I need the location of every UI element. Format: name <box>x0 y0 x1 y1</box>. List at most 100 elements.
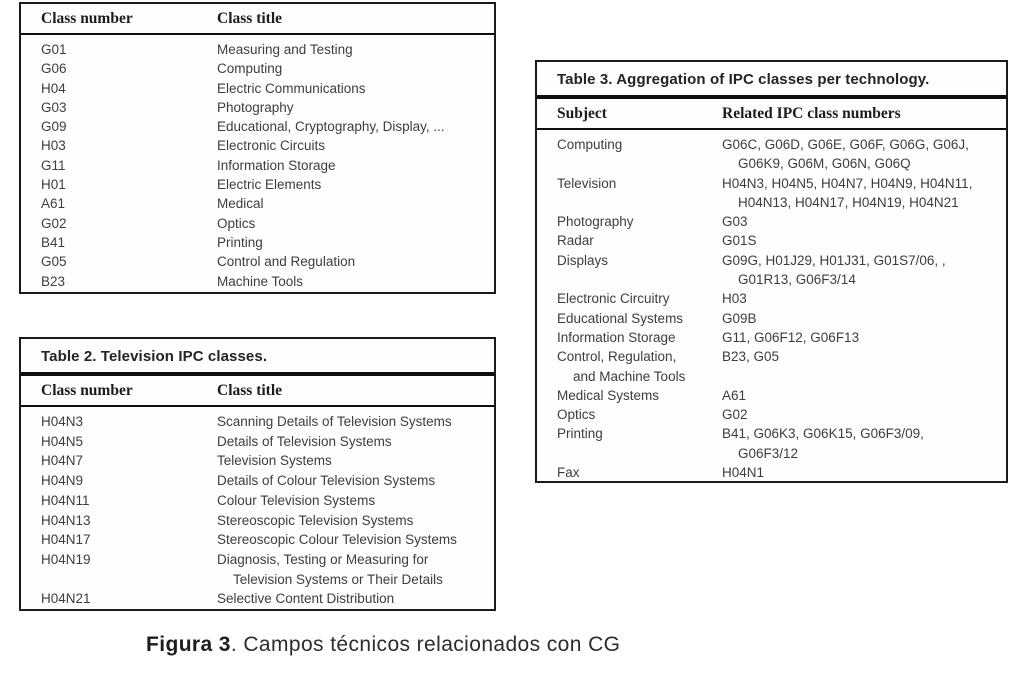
class-number-cell: H03 <box>41 138 66 154</box>
class-title-cell: Electronic Circuits <box>217 138 326 154</box>
class-title-cell: Stereoscopic Television Systems <box>217 512 414 528</box>
subject-cell: Television <box>557 175 617 191</box>
ipc-codes-cell: G09G, H01J29, H01J31, G01S7/06, , G01R13,… <box>722 252 946 288</box>
table-row: H04N17 Stereoscopic Colour Television Sys… <box>41 530 494 550</box>
subject-cell: Fax <box>557 465 580 481</box>
table-row: H04N21 Selective Content Distribution <box>41 589 494 609</box>
column-header-subject: Subject <box>557 105 607 122</box>
table-row: B41 Printing <box>41 233 494 252</box>
class-number-cell: H04N17 <box>41 532 91 548</box>
table-row: B23 Machine Tools <box>41 272 494 291</box>
table-aggregation-per-technology: Table 3. Aggregation of IPC classes per … <box>535 60 1008 483</box>
ipc-codes-cell: G11, G06F12, G06F13 <box>722 329 860 345</box>
table2-header-row: Class number Class title <box>21 376 494 407</box>
ipc-codes-cell: H04N1 <box>722 465 765 481</box>
class-number-cell: H04N5 <box>41 433 84 449</box>
table-row: G03 Photography <box>41 98 494 117</box>
class-title-cell: Scanning Details of Television Systems <box>217 414 452 429</box>
class-number-cell: B23 <box>41 273 66 289</box>
class-number-cell: H04N7 <box>41 453 84 469</box>
class-number-cell: G11 <box>41 157 66 173</box>
table-row: H04N7 Television Systems <box>41 451 494 471</box>
class-number-cell: G02 <box>41 215 67 231</box>
class-number-cell: A61 <box>41 196 66 212</box>
class-title-cell: Details of Television Systems <box>217 433 392 449</box>
ipc-codes-cell: H03 <box>722 291 747 307</box>
table-row: G09 Educational, Cryptography, Display, .… <box>41 117 494 136</box>
table3-header-row: Subject Related IPC class numbers <box>537 99 1006 130</box>
table-row: H01 Electric Elements <box>41 175 494 194</box>
class-number-cell: H04N3 <box>41 414 84 429</box>
ipc-codes-cell: G03 <box>722 214 748 230</box>
table-row: H04N9 Details of Colour Television System… <box>41 471 494 491</box>
column-header-class-title: Class title <box>217 382 283 399</box>
table-row: Educational Systems G09B <box>557 309 1006 328</box>
class-title-cell: Educational, Cryptography, Display, ... <box>217 119 445 135</box>
table-row: H03 Electronic Circuits <box>41 136 494 155</box>
table-row: Information Storage G11, G06F12, G06F13 <box>557 328 1006 347</box>
subject-cell: Information Storage <box>557 329 676 345</box>
class-title-cell: Details of Colour Television Systems <box>217 473 436 489</box>
subject-cell: Medical Systems <box>557 387 660 403</box>
class-number-cell: H04N9 <box>41 473 84 489</box>
ipc-codes-cell: A61 <box>722 387 747 403</box>
table1-header-row: Class number Class title <box>21 4 494 35</box>
class-number-cell: H04 <box>41 80 66 96</box>
figure-caption-label: Figura 3 <box>146 633 231 656</box>
table-row: H04N11 Colour Television Systems <box>41 491 494 511</box>
class-number-cell: B41 <box>41 234 66 250</box>
class-title-cell: Diagnosis, Testing or Measuring for Telev… <box>217 551 443 587</box>
class-number-cell: H04N19 <box>41 551 91 567</box>
table1-body: G01 Measuring and Testing G06 Computing H04 E… <box>21 35 494 291</box>
class-title-cell: Medical <box>217 196 264 212</box>
subject-cell: Printing <box>557 426 603 442</box>
class-number-cell: H04N21 <box>41 591 91 607</box>
table2-body: H04N3 Scanning Details of Television Syst… <box>21 407 494 609</box>
class-title-cell: Computing <box>217 61 283 77</box>
column-header-related-ipc-class-numbers: Related IPC class numbers <box>722 105 901 122</box>
ipc-codes-cell: B23, G05 <box>722 349 780 365</box>
class-title-cell: Machine Tools <box>217 273 304 289</box>
table-row: Displays G09G, H01J29, H01J31, G01S7/06, … <box>557 251 1006 290</box>
table-row: H04N19 Diagnosis, Testing or Measuring fo… <box>41 550 494 589</box>
class-title-cell: Optics <box>217 215 256 231</box>
table-row: H04 Electric Communications <box>41 79 494 98</box>
table-row: H04N5 Details of Television Systems <box>41 432 494 452</box>
table-row: Computing G06C, G06D, G06E, G06F, G06G, G… <box>557 135 1006 174</box>
class-number-cell: H01 <box>41 177 66 193</box>
subject-cell: Educational Systems <box>557 310 684 326</box>
ipc-codes-cell: B41, G06K3, G06K15, G06F3/09, G06F3/12 <box>722 426 924 461</box>
class-title-cell: Measuring and Testing <box>217 42 353 57</box>
table-row: Printing B41, G06K3, G06K15, G06F3/09, G06… <box>557 424 1006 463</box>
class-title-cell: Information Storage <box>217 157 336 173</box>
table-row: H04N13 Stereoscopic Television Systems <box>41 511 494 531</box>
table-ipc-classes: Class number Class title G01 Measuring an… <box>19 2 496 294</box>
column-header-class-number: Class number <box>41 382 133 399</box>
subject-cell: Photography <box>557 214 634 230</box>
figure-caption-text: . Campos técnicos relacionados con CG <box>230 633 621 656</box>
subject-cell: Control, Regulation, and Machine Tools <box>557 349 686 384</box>
table-row: G06 Computing <box>41 59 494 78</box>
class-title-cell: Television Systems <box>217 453 332 469</box>
class-number-cell: H04N13 <box>41 512 91 528</box>
ipc-codes-cell: G02 <box>722 407 748 423</box>
table-row: Medical Systems A61 <box>557 386 1006 405</box>
class-number-cell: G01 <box>41 42 67 57</box>
class-number-cell: G09 <box>41 119 67 135</box>
table3-body: Computing G06C, G06D, G06E, G06F, G06G, G… <box>537 130 1006 481</box>
class-title-cell: Stereoscopic Colour Television Systems <box>217 532 457 548</box>
table-row: Optics G02 <box>557 405 1006 424</box>
class-title-cell: Colour Television Systems <box>217 492 376 508</box>
table2-title: Table 2. Television IPC classes. <box>21 339 494 376</box>
class-number-cell: G05 <box>41 254 67 270</box>
table-row: A61 Medical <box>41 194 494 213</box>
class-title-cell: Printing <box>217 234 263 250</box>
class-title-cell: Photography <box>217 99 294 115</box>
table-row: Electronic Circuitry H03 <box>557 289 1006 308</box>
table-row: Radar G01S <box>557 231 1006 250</box>
table-row: G01 Measuring and Testing <box>41 40 494 59</box>
column-header-class-number: Class number <box>41 10 133 27</box>
class-title-cell: Selective Content Distribution <box>217 591 395 607</box>
class-number-cell: G03 <box>41 99 67 115</box>
